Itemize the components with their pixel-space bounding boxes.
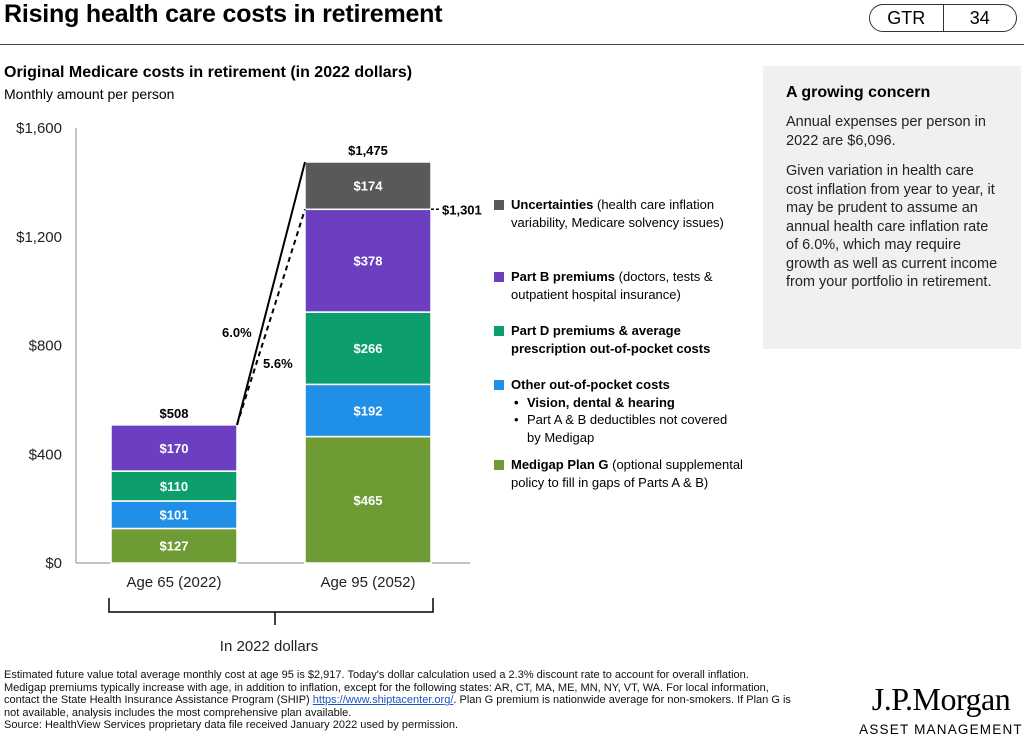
chart-title: Original Medicare costs in retirement (i…	[4, 64, 413, 81]
legend-swatch-medigap	[494, 460, 504, 470]
bar-segment-partb	[304, 208, 432, 313]
legend-label-bold: Uncertainties	[511, 197, 594, 212]
brand-logo: J.P.Morgan ASSET MANAGEMENT	[858, 683, 1024, 737]
x-tick-label: Age 65 (2022)	[126, 574, 221, 591]
mid-value-label: $1,301	[442, 202, 482, 217]
bar-value-label: $266	[354, 341, 383, 356]
page-badge: GTR 34	[869, 4, 1017, 32]
stacked-bar-chart: $0 $400 $800 $1,200 $1,600 $127 $101 $110 $170 $5…	[16, 120, 482, 655]
bar-value-label: $110	[160, 479, 188, 494]
y-tick-label: $800	[29, 338, 62, 355]
legend-bullet: Vision, dental & hearing	[511, 394, 743, 412]
bar-value-label: $101	[160, 508, 189, 523]
bar-segment-uncert	[304, 161, 432, 211]
badge-section: GTR	[870, 5, 944, 31]
source-note: Source: HealthView Services proprietary …	[4, 719, 459, 732]
legend-swatch-part-d	[494, 326, 504, 336]
growth-rate-label: 5.6%	[263, 356, 293, 371]
bar-value-label: $465	[354, 493, 383, 508]
bar-value-label: $174	[354, 179, 384, 194]
legend-label-rest: (optional supplemental policy to fill in…	[511, 457, 743, 490]
footnote-text-2: . Plan G premium is nationwide average f…	[4, 694, 791, 719]
y-tick-label: $400	[29, 446, 62, 463]
bracket	[108, 598, 434, 613]
badge-page-number: 34	[969, 7, 990, 28]
growth-rate-label: 6.0%	[222, 325, 252, 340]
bar-total-label: $508	[160, 406, 189, 421]
sidebar-paragraph: Annual expenses per person in 2022 are $…	[786, 114, 986, 149]
bar-segment-partb	[110, 424, 238, 472]
legend-swatch-uncertainties	[494, 200, 504, 210]
brand-subtitle: ASSET MANAGEMENT	[859, 722, 1023, 737]
chart-subtitle: Monthly amount per person	[4, 86, 175, 102]
bar-segment-medigap	[110, 527, 238, 564]
bracket-label: In 2022 dollars	[220, 638, 318, 655]
sidebar-callout: A growing concern Annual expenses per pe…	[763, 66, 1021, 349]
bar-value-label: $170	[160, 441, 189, 456]
legend-bullet: Part A & B deductibles not covered by Me…	[511, 411, 743, 446]
bar-value-label: $378	[354, 254, 383, 269]
bar-total-label: $1,475	[348, 143, 388, 158]
title-divider	[0, 44, 1024, 45]
ship-link[interactable]: https://www.shiptacenter.org/	[312, 694, 454, 707]
y-tick-label: $1,200	[16, 229, 62, 246]
page-title: Rising health care costs in retirement	[4, 0, 443, 28]
legend-swatch-other-oop	[494, 380, 504, 390]
y-tick-label: $0	[45, 555, 62, 572]
sidebar-heading: A growing concern	[786, 84, 931, 101]
brand-name: J.P.Morgan	[871, 681, 1011, 717]
footnote-text: Estimated future value total average mon…	[4, 669, 769, 707]
bar-segment-medigap	[304, 435, 432, 564]
bar-segment-partd	[110, 470, 238, 502]
bar-segment-oop	[304, 383, 432, 438]
y-tick-label: $1,600	[16, 120, 62, 137]
growth-line-dashed	[236, 208, 306, 426]
bar-value-label: $192	[354, 403, 383, 418]
legend-label-bold: Medigap Plan G	[511, 457, 609, 472]
sidebar-paragraph: Given variation in health care cost infl…	[786, 163, 998, 290]
legend-label-bold: Part D premiums & average prescription o…	[511, 323, 711, 356]
footnote: Estimated future value total average mon…	[4, 669, 794, 732]
bar-segment-oop	[110, 500, 238, 530]
legend-label-bold: Other out-of-pocket costs	[511, 377, 670, 392]
legend-label-rest: (health care inflation variability, Medi…	[511, 197, 724, 230]
growth-line-solid	[236, 161, 306, 426]
legend-label-rest: (doctors, tests & outpatient hospital in…	[511, 269, 713, 302]
legend-label-bold: Part B premiums	[511, 269, 616, 284]
bar-value-label: $127	[160, 539, 189, 554]
legend-swatch-part-b	[494, 272, 504, 282]
x-tick-label: Age 95 (2052)	[320, 574, 415, 591]
